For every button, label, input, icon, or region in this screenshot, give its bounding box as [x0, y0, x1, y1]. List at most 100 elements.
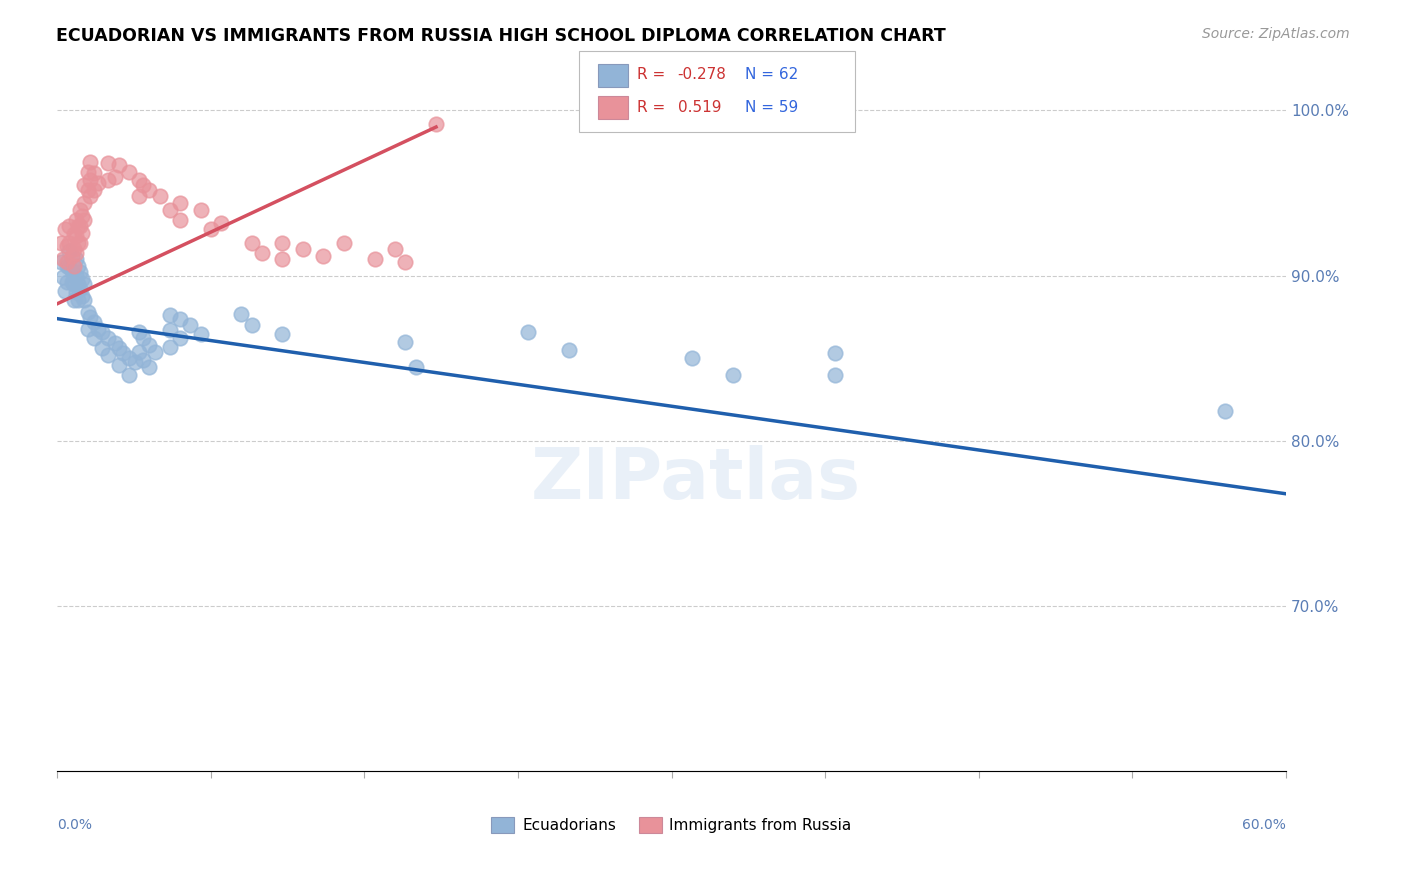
Point: [70, 288, 93, 302]
Point: [69, 219, 91, 234]
Point: [250, 245, 273, 260]
Point: [517, 325, 540, 339]
Point: [87, 321, 110, 335]
Point: [118, 164, 141, 178]
Point: [66, 219, 89, 234]
Point: [58, 235, 80, 250]
Point: [91, 342, 114, 356]
Point: [58, 244, 80, 258]
Point: [169, 311, 191, 326]
Point: [73, 277, 96, 291]
Point: [62, 259, 84, 273]
Point: [159, 340, 181, 354]
Point: [77, 164, 100, 178]
Point: [312, 249, 335, 263]
Point: [132, 331, 155, 345]
Point: [159, 323, 181, 337]
Point: [681, 351, 703, 366]
Point: [62, 277, 84, 291]
Text: N = 59: N = 59: [745, 100, 799, 114]
Text: -0.278: -0.278: [678, 68, 727, 82]
Point: [65, 268, 87, 283]
Point: [65, 252, 87, 267]
Point: [66, 293, 89, 308]
Point: [62, 293, 84, 308]
Point: [132, 353, 155, 368]
Point: [52, 252, 75, 267]
Point: [83, 183, 105, 197]
Point: [69, 282, 91, 296]
Point: [65, 212, 87, 227]
Point: [558, 343, 581, 357]
Point: [138, 359, 160, 374]
Point: [124, 354, 146, 368]
Point: [107, 342, 129, 356]
Point: [333, 235, 356, 250]
Point: [1213, 404, 1236, 418]
Point: [77, 321, 100, 335]
Point: [79, 310, 101, 324]
Text: Source: ZipAtlas.com: Source: ZipAtlas.com: [1202, 27, 1350, 41]
Point: [118, 368, 141, 382]
Point: [209, 216, 232, 230]
Point: [70, 226, 93, 240]
Point: [70, 272, 93, 286]
Point: [69, 202, 91, 217]
Point: [83, 315, 105, 329]
Point: [240, 318, 263, 333]
Point: [128, 325, 150, 339]
Legend: Ecuadorians, Immigrants from Russia: Ecuadorians, Immigrants from Russia: [492, 817, 852, 833]
Point: [60, 249, 83, 263]
Point: [179, 318, 201, 333]
Point: [56, 259, 79, 273]
Point: [425, 117, 447, 131]
Point: [405, 359, 427, 374]
Point: [103, 169, 125, 184]
Point: [824, 346, 846, 360]
Point: [159, 309, 181, 323]
Point: [240, 235, 263, 250]
Text: 0.0%: 0.0%: [58, 818, 93, 831]
Point: [169, 196, 191, 211]
Point: [138, 338, 160, 352]
Point: [83, 331, 105, 345]
Point: [128, 173, 150, 187]
Point: [200, 222, 222, 236]
Point: [65, 229, 87, 244]
Point: [73, 293, 96, 308]
Point: [66, 259, 89, 273]
Point: [73, 178, 96, 192]
Point: [56, 239, 79, 253]
Point: [97, 348, 120, 362]
Point: [824, 368, 846, 382]
Point: [66, 235, 89, 250]
Point: [56, 255, 79, 269]
Point: [87, 176, 110, 190]
Point: [73, 196, 96, 211]
Point: [79, 154, 101, 169]
Point: [159, 202, 181, 217]
Point: [97, 331, 120, 345]
Text: ZIPatlas: ZIPatlas: [531, 445, 862, 515]
Point: [53, 284, 76, 298]
Point: [79, 189, 101, 203]
Point: [128, 344, 150, 359]
Point: [138, 183, 160, 197]
Point: [271, 326, 294, 341]
Point: [65, 285, 87, 300]
Point: [190, 202, 212, 217]
Point: [97, 156, 120, 170]
Text: 0.519: 0.519: [678, 100, 721, 114]
Point: [118, 351, 141, 366]
Point: [62, 242, 84, 256]
Text: R =: R =: [637, 100, 675, 114]
Point: [56, 275, 79, 289]
Point: [70, 209, 93, 223]
Point: [51, 235, 73, 250]
Point: [169, 212, 191, 227]
Point: [107, 358, 129, 372]
Point: [363, 252, 385, 267]
Point: [60, 275, 83, 289]
Point: [271, 235, 294, 250]
Point: [52, 270, 75, 285]
